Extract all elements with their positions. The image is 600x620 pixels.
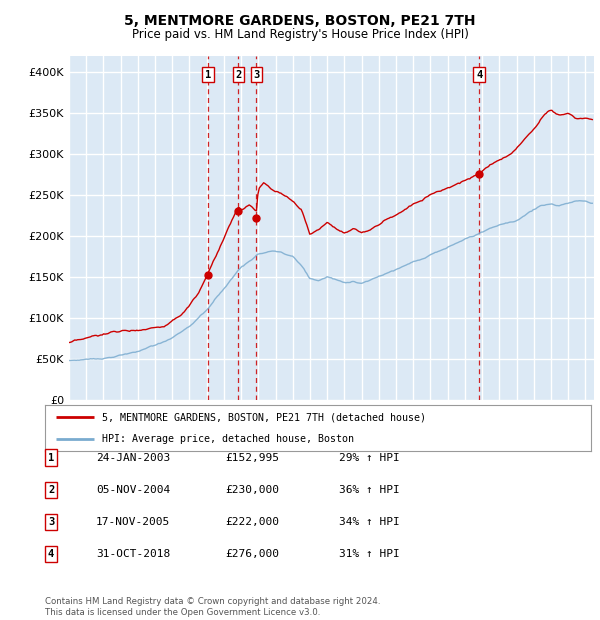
Text: 34% ↑ HPI: 34% ↑ HPI: [339, 517, 400, 527]
Text: 24-JAN-2003: 24-JAN-2003: [96, 453, 170, 463]
Text: 2: 2: [235, 69, 242, 79]
Text: 36% ↑ HPI: 36% ↑ HPI: [339, 485, 400, 495]
Text: 4: 4: [48, 549, 54, 559]
Text: HPI: Average price, detached house, Boston: HPI: Average price, detached house, Bost…: [103, 434, 355, 444]
Text: 3: 3: [253, 69, 259, 79]
Text: 5, MENTMORE GARDENS, BOSTON, PE21 7TH: 5, MENTMORE GARDENS, BOSTON, PE21 7TH: [124, 14, 476, 28]
Text: 31-OCT-2018: 31-OCT-2018: [96, 549, 170, 559]
Text: Price paid vs. HM Land Registry's House Price Index (HPI): Price paid vs. HM Land Registry's House …: [131, 28, 469, 41]
Text: 05-NOV-2004: 05-NOV-2004: [96, 485, 170, 495]
Text: 4: 4: [476, 69, 482, 79]
Text: 31% ↑ HPI: 31% ↑ HPI: [339, 549, 400, 559]
Text: £276,000: £276,000: [225, 549, 279, 559]
Text: 29% ↑ HPI: 29% ↑ HPI: [339, 453, 400, 463]
Text: 1: 1: [205, 69, 211, 79]
Text: £222,000: £222,000: [225, 517, 279, 527]
Text: Contains HM Land Registry data © Crown copyright and database right 2024.
This d: Contains HM Land Registry data © Crown c…: [45, 598, 380, 617]
Text: £230,000: £230,000: [225, 485, 279, 495]
Text: 5, MENTMORE GARDENS, BOSTON, PE21 7TH (detached house): 5, MENTMORE GARDENS, BOSTON, PE21 7TH (d…: [103, 412, 427, 422]
Text: 1: 1: [48, 453, 54, 463]
Text: 17-NOV-2005: 17-NOV-2005: [96, 517, 170, 527]
Text: £152,995: £152,995: [225, 453, 279, 463]
Text: 3: 3: [48, 517, 54, 527]
Text: 2: 2: [48, 485, 54, 495]
